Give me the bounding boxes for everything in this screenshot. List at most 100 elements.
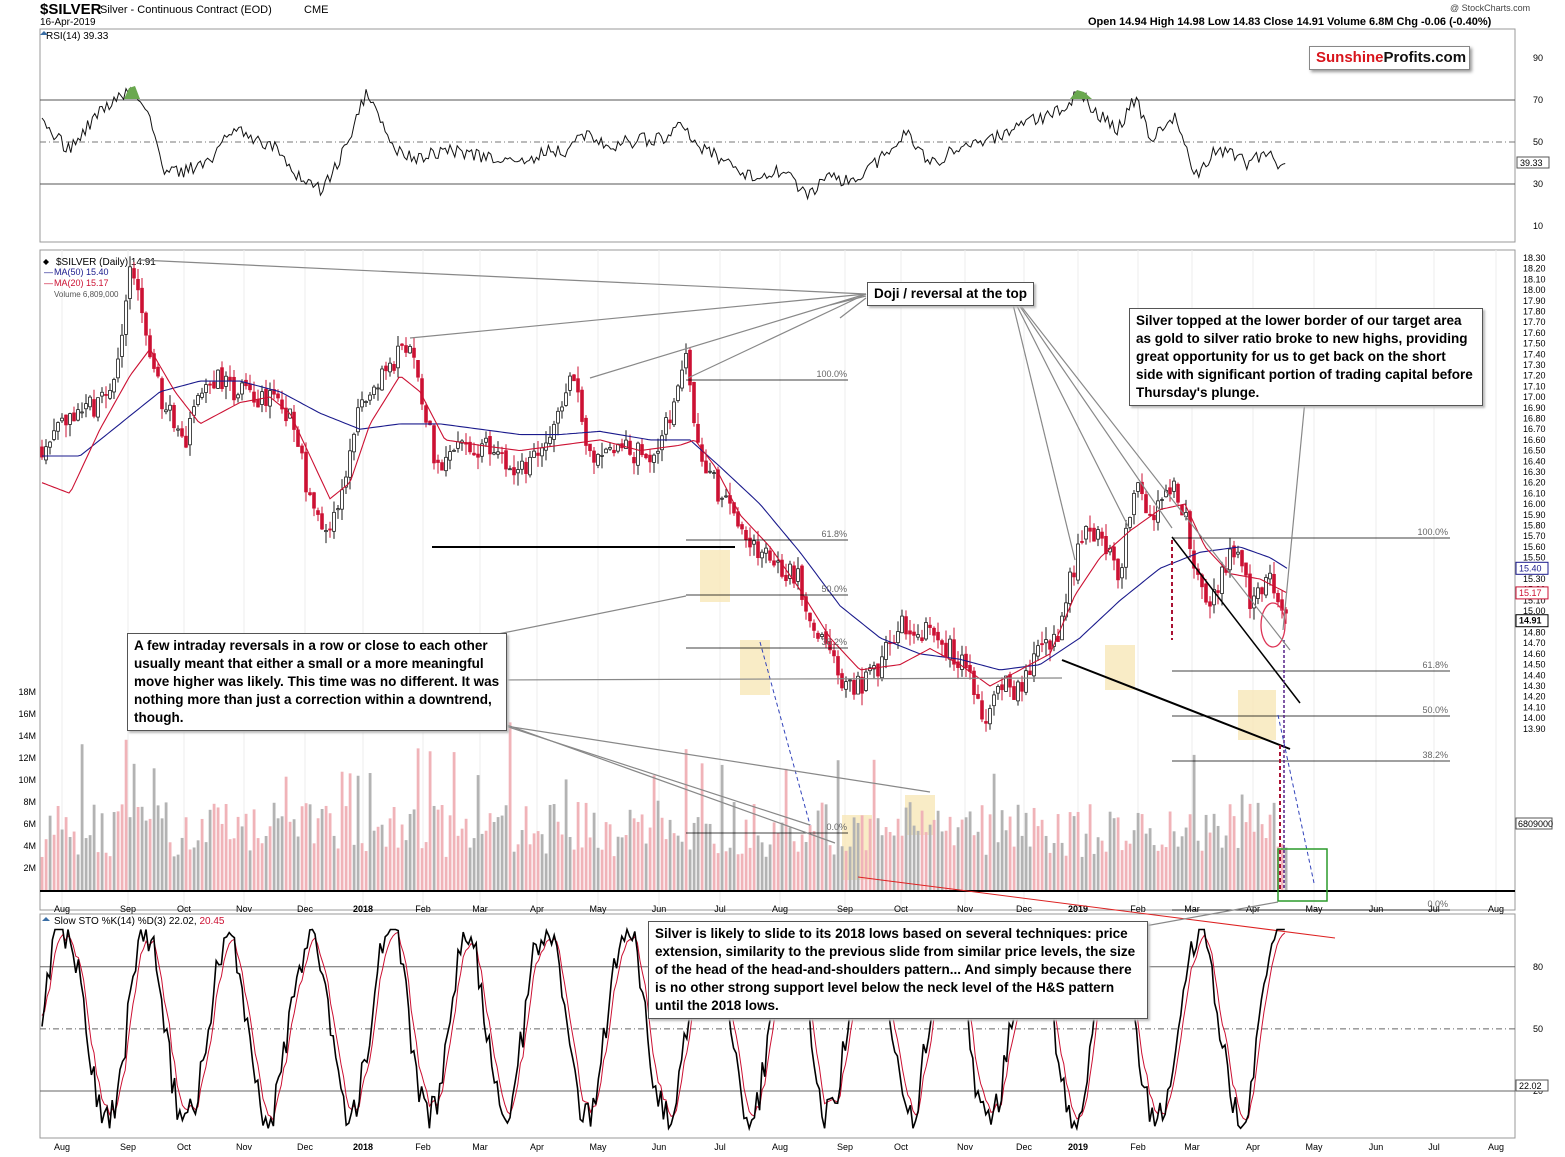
price-tick-label: 16.40: [1523, 456, 1546, 466]
resistance-line: [1171, 536, 1301, 704]
price-tick-label: 15.80: [1523, 521, 1546, 531]
volume-bar: [720, 764, 724, 890]
candle-body: [1016, 681, 1020, 702]
volume-bar: [72, 831, 76, 890]
volume-bar: [848, 846, 852, 890]
candle-body: [912, 631, 916, 636]
candle-body: [1116, 558, 1120, 581]
volume-bar: [820, 802, 824, 890]
candle-body: [908, 630, 912, 635]
candle-body: [168, 404, 172, 411]
volume-bar: [372, 830, 376, 890]
volume-bar: [896, 818, 900, 890]
candle-body: [48, 441, 52, 448]
volume-bar: [868, 818, 872, 890]
volume-bar: [136, 807, 140, 890]
candle-body: [508, 468, 512, 471]
month-label-bottom: Mar: [1184, 1142, 1200, 1152]
volume-bar: [148, 818, 152, 890]
candle-body: [940, 640, 944, 645]
rsi-overbought-fill: [124, 86, 140, 99]
candle-body: [132, 268, 136, 279]
candle-body: [72, 412, 76, 422]
volume-bar: [1132, 830, 1136, 890]
volume-tick-label: 8M: [23, 797, 36, 807]
ma20-line: [41, 348, 1288, 687]
candle-body: [796, 568, 800, 582]
ma50-value-label: 15.40: [1519, 563, 1542, 573]
fib-right-label: 50.0%: [1422, 705, 1448, 715]
volume-bar: [1024, 812, 1028, 890]
volume-bar: [1004, 830, 1008, 890]
volume-bar: [412, 809, 416, 890]
candle-body: [1084, 526, 1088, 540]
volume-bar: [836, 760, 840, 890]
sto-k-line: [41, 926, 1285, 1132]
volume-bar: [788, 827, 792, 890]
candle-body: [536, 452, 540, 456]
candle-body: [152, 353, 156, 369]
month-label-top: Apr: [1246, 904, 1260, 914]
volume-bar: [784, 768, 788, 890]
candle-body: [532, 450, 536, 458]
price-tick-label: 15.50: [1523, 553, 1546, 563]
candle-body: [744, 529, 748, 541]
volume-bar: [196, 840, 200, 890]
volume-bar: [1116, 817, 1120, 890]
candle-body: [596, 453, 600, 466]
candle-body: [128, 266, 132, 299]
candle-body: [540, 447, 544, 457]
volume-bar: [100, 813, 104, 890]
volume-bar: [468, 847, 472, 890]
candle-body: [204, 384, 208, 393]
candle-body: [580, 389, 584, 422]
volume-bar: [308, 804, 312, 890]
volume-bar: [1184, 827, 1188, 890]
volume-bar: [644, 843, 648, 890]
volume-bar: [124, 739, 128, 890]
candle-body: [272, 389, 276, 395]
volume-bar: [84, 838, 88, 890]
volume-bar: [600, 849, 604, 890]
candle-body: [860, 676, 864, 694]
volume-bar: [440, 805, 444, 890]
price-tick-label: 17.90: [1523, 296, 1546, 306]
volume-bar: [1164, 847, 1168, 890]
volume-bar: [756, 835, 760, 890]
fib-left-label: 100.0%: [816, 369, 847, 379]
volume-bar: [1200, 850, 1204, 890]
price-tick-label: 17.60: [1523, 328, 1546, 338]
volume-bar: [768, 844, 772, 890]
volume-bar: [160, 818, 164, 890]
candle-body: [1132, 492, 1136, 516]
candle-body: [772, 560, 776, 566]
month-label-bottom: Apr: [1246, 1142, 1260, 1152]
month-label-top: Mar: [472, 904, 488, 914]
candle-body: [432, 425, 436, 464]
month-label-bottom: Feb: [415, 1142, 431, 1152]
ma20-legend-swatch: —: [44, 278, 53, 288]
candle-body: [1212, 588, 1216, 606]
candle-body: [604, 448, 608, 454]
candle-body: [1228, 548, 1232, 571]
volume-bar: [352, 844, 356, 890]
left-callout: A few intraday reversals in a row or clo…: [127, 633, 507, 731]
candle-body: [208, 383, 212, 386]
candle-body: [484, 437, 488, 443]
month-label-bottom: Aug: [772, 1142, 788, 1152]
candle-body: [1048, 640, 1052, 650]
volume-bar: [900, 835, 904, 890]
volume-bar: [240, 826, 244, 890]
candle-body: [504, 450, 508, 470]
candle-body: [724, 495, 728, 498]
candle-body: [400, 343, 404, 346]
volume-bar: [812, 830, 816, 890]
volume-bar: [1020, 835, 1024, 890]
price-tick-label: 17.00: [1523, 392, 1546, 402]
candle-body: [388, 362, 392, 373]
candle-body: [656, 450, 660, 454]
month-label-top: 2018: [353, 904, 373, 914]
candle-body: [284, 407, 288, 422]
volume-bar: [200, 818, 204, 890]
volume-bar: [1104, 851, 1108, 890]
